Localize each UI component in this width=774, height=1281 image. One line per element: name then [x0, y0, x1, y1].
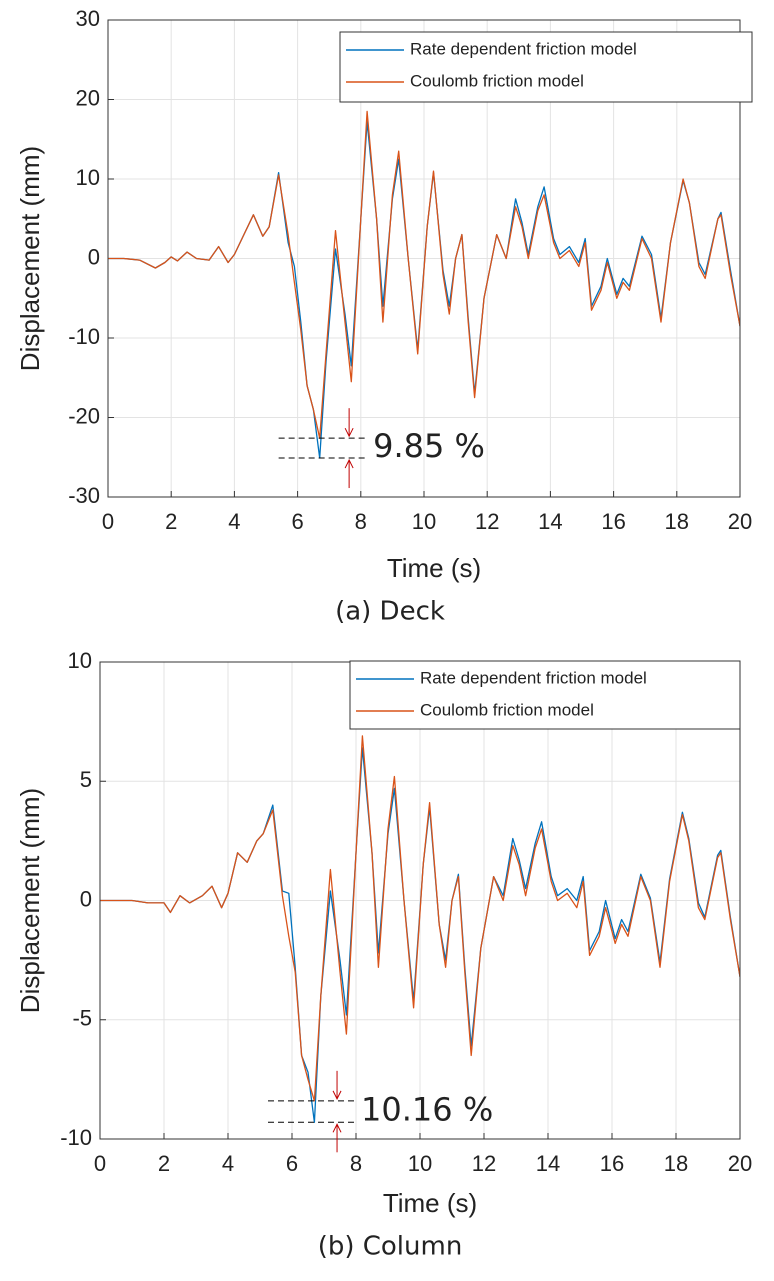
y-tick-label: 0 — [80, 886, 92, 911]
arrow-head — [344, 458, 354, 469]
y-tick-label: 10 — [68, 648, 92, 673]
legend-label: Coulomb friction model — [420, 700, 594, 719]
legend-label: Coulomb friction model — [410, 71, 584, 90]
plot-border — [107, 19, 741, 498]
y-tick-label: -5 — [72, 1006, 92, 1031]
plot-lines — [100, 735, 740, 1123]
data-line — [100, 735, 740, 1102]
x-tick-label: 14 — [538, 509, 562, 534]
x-tick-label: 8 — [355, 509, 367, 534]
x-tick-label: 12 — [475, 509, 499, 534]
data-line — [108, 110, 740, 439]
y-tick-label: 30 — [76, 6, 100, 31]
x-tick-label: 18 — [665, 509, 689, 534]
x-tick-label: 6 — [291, 509, 303, 534]
x-tick-label: 2 — [158, 1151, 170, 1176]
x-tick-label: 6 — [286, 1151, 298, 1176]
y-tick-label: -10 — [60, 1125, 92, 1150]
x-tick-label: 14 — [536, 1151, 560, 1176]
y-tick-label: -10 — [68, 324, 100, 349]
x-axis-label: Time (s) — [387, 553, 481, 583]
arrow-head — [344, 427, 354, 438]
x-tick-label: 12 — [472, 1151, 496, 1176]
x-tick-label: 20 — [728, 509, 752, 534]
y-axis-label: Displacement (mm) — [15, 788, 45, 1013]
y-tick-label: 20 — [76, 85, 100, 110]
x-tick-label: 16 — [601, 509, 625, 534]
y-tick-label: 5 — [80, 767, 92, 792]
plot-lines — [108, 110, 740, 459]
y-tick-label: 10 — [76, 165, 100, 190]
caption: (b) Column — [318, 1232, 463, 1262]
x-tick-label: 4 — [228, 509, 240, 534]
x-tick-label: 4 — [222, 1151, 234, 1176]
x-axis-label: Time (s) — [383, 1188, 477, 1218]
x-tick-label: 10 — [412, 509, 436, 534]
legend-label: Rate dependent friction model — [410, 39, 637, 58]
arrow-head — [332, 1090, 342, 1100]
y-tick-label: 0 — [88, 244, 100, 269]
x-tick-label: 16 — [600, 1151, 624, 1176]
x-tick-label: 2 — [165, 509, 177, 534]
annotation: 9.85 % — [373, 427, 485, 465]
annotation: 10.16 % — [361, 1091, 493, 1129]
x-tick-label: 18 — [664, 1151, 688, 1176]
legend-label: Rate dependent friction model — [420, 668, 647, 687]
y-axis-label: Displacement (mm) — [15, 146, 45, 371]
legend-box — [339, 31, 753, 103]
x-tick-label: 0 — [102, 509, 114, 534]
x-tick-label: 0 — [94, 1151, 106, 1176]
legend-box — [349, 660, 741, 730]
x-tick-label: 20 — [728, 1151, 752, 1176]
x-tick-label: 10 — [408, 1151, 432, 1176]
y-tick-label: -20 — [68, 403, 100, 428]
x-tick-label: 8 — [350, 1151, 362, 1176]
y-tick-label: -30 — [68, 483, 100, 508]
caption: (a) Deck — [335, 597, 445, 627]
arrow-head — [332, 1123, 342, 1133]
